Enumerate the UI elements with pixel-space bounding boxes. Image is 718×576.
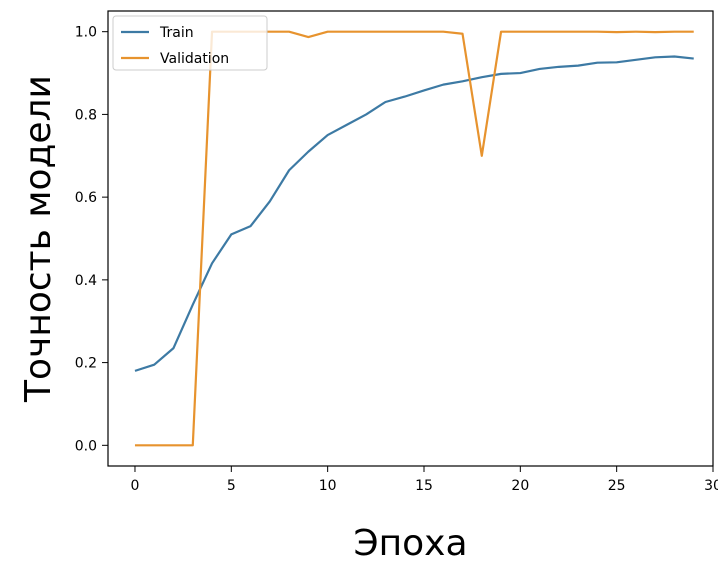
axis-ticks: 0 5 10 15 20 25 30 0.0 0.2 0.4 0.6 0.8 1.0 xyxy=(75,25,718,494)
legend: Train Validation xyxy=(112,15,268,71)
x-tick-label: 20 xyxy=(511,478,529,494)
y-tick-label: 1.0 xyxy=(75,25,97,41)
x-tick-label: 30 xyxy=(704,478,718,494)
y-axis-label: Точность модели xyxy=(18,75,59,403)
plot-frame xyxy=(107,10,714,467)
x-tick-label: 0 xyxy=(131,478,140,494)
x-tick-label: 10 xyxy=(319,478,337,494)
x-tick-label: 15 xyxy=(415,478,433,494)
series-lines xyxy=(134,30,694,447)
x-tick-label: 5 xyxy=(227,478,236,494)
y-tick-label: 0.8 xyxy=(75,107,97,123)
legend-box xyxy=(112,15,268,71)
y-tick-label: 0.0 xyxy=(75,438,97,454)
x-tick-label: 25 xyxy=(608,478,626,494)
plot-area xyxy=(107,10,714,467)
y-tick-label: 0.6 xyxy=(75,190,97,206)
legend-label-validation: Validation xyxy=(160,51,229,67)
legend-label-train: Train xyxy=(159,25,194,41)
y-tick-label: 0.4 xyxy=(75,273,97,289)
y-tick-label: 0.2 xyxy=(75,356,97,372)
x-axis-label: Эпоха xyxy=(353,523,467,564)
series-line-train xyxy=(134,55,694,372)
